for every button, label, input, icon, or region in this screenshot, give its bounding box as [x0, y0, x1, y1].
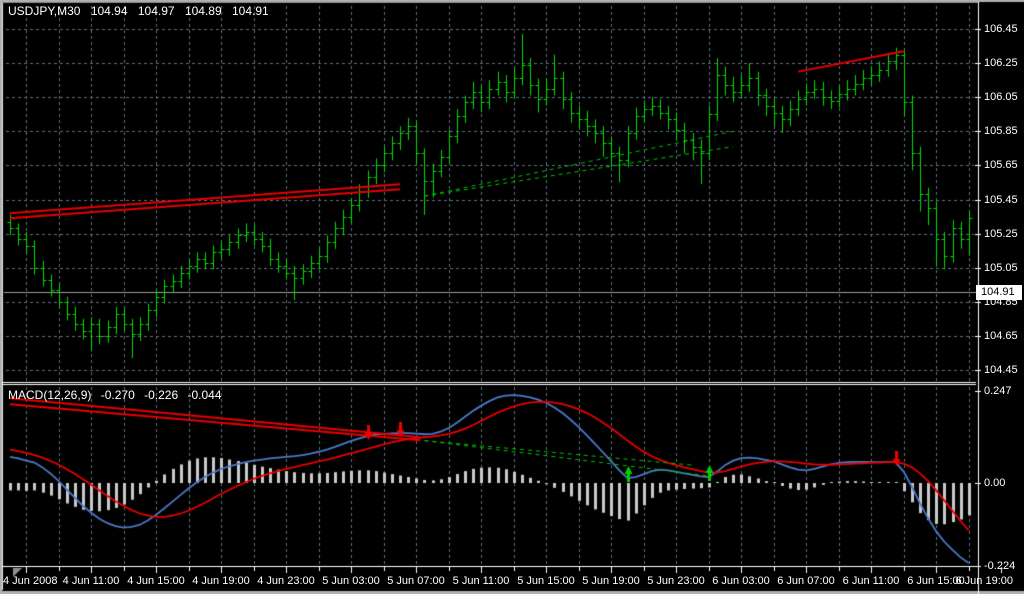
indicator-macd-value: -0.270 — [100, 388, 135, 402]
price-axis-label: 105.65 — [984, 159, 1018, 171]
symbol-period-label: USDJPY,M30 — [8, 4, 81, 18]
price-axis-label: 105.25 — [984, 228, 1018, 240]
time-axis-label: 4 Jun 15:00 — [127, 575, 185, 587]
indicator-label: MACD(12,26,9) -0.270 -0.226 -0.044 — [8, 388, 228, 402]
low-value: 104.89 — [184, 4, 222, 18]
time-axis-label: 5 Jun 03:00 — [322, 575, 380, 587]
price-axis-label: 104.45 — [984, 364, 1018, 376]
price-axis-label: 105.45 — [984, 194, 1018, 206]
high-value: 104.97 — [137, 4, 175, 18]
time-axis-label: 6 Jun 19:00 — [955, 575, 1014, 587]
time-axis-label: 4 Jun 19:00 — [192, 575, 250, 587]
current-price-tag: 104.91 — [976, 285, 1022, 300]
time-axis-label: 6 Jun 03:00 — [712, 575, 770, 587]
close-value: 104.91 — [231, 4, 269, 18]
time-axis-label: 4 Jun 23:00 — [257, 575, 315, 587]
open-value: 104.94 — [90, 4, 128, 18]
time-axis-label: 5 Jun 11:00 — [452, 575, 510, 587]
price-axis-label: 105.05 — [984, 262, 1018, 274]
price-axis-label: 104.65 — [984, 330, 1018, 342]
price-axis-label: 105.85 — [984, 125, 1018, 137]
time-axis-label: 6 Jun 11:00 — [842, 575, 900, 587]
price-axis-label: 106.45 — [984, 23, 1018, 35]
price-axis-label: 106.05 — [984, 91, 1018, 103]
price-axis-label: 106.25 — [984, 57, 1018, 69]
time-axis-label: 6 Jun 15:00 — [907, 575, 965, 587]
time-axis-label: 4 Jun 11:00 — [62, 575, 120, 587]
time-axis-label: 5 Jun 19:00 — [582, 575, 640, 587]
indicator-signal-value: -0.226 — [144, 388, 179, 402]
current-price-value: 104.91 — [981, 286, 1015, 298]
time-axis-label: 5 Jun 07:00 — [387, 575, 445, 587]
time-axis-label: 5 Jun 15:00 — [517, 575, 575, 587]
macd-axis-label: 0.00 — [984, 477, 1006, 489]
time-axis-label: 5 Jun 23:00 — [647, 575, 705, 587]
macd-axis-label: 0.247 — [984, 385, 1012, 397]
macd-axis-label: -0.224 — [984, 560, 1016, 572]
chart-title: USDJPY,M30 104.94 104.97 104.89 104.91 — [8, 4, 276, 18]
time-axis-label: 6 Jun 07:00 — [777, 575, 835, 587]
indicator-histogram-value: -0.044 — [187, 388, 222, 402]
time-axis-label: 4 Jun 2008 — [3, 575, 58, 587]
indicator-name: MACD(12,26,9) — [8, 388, 92, 402]
